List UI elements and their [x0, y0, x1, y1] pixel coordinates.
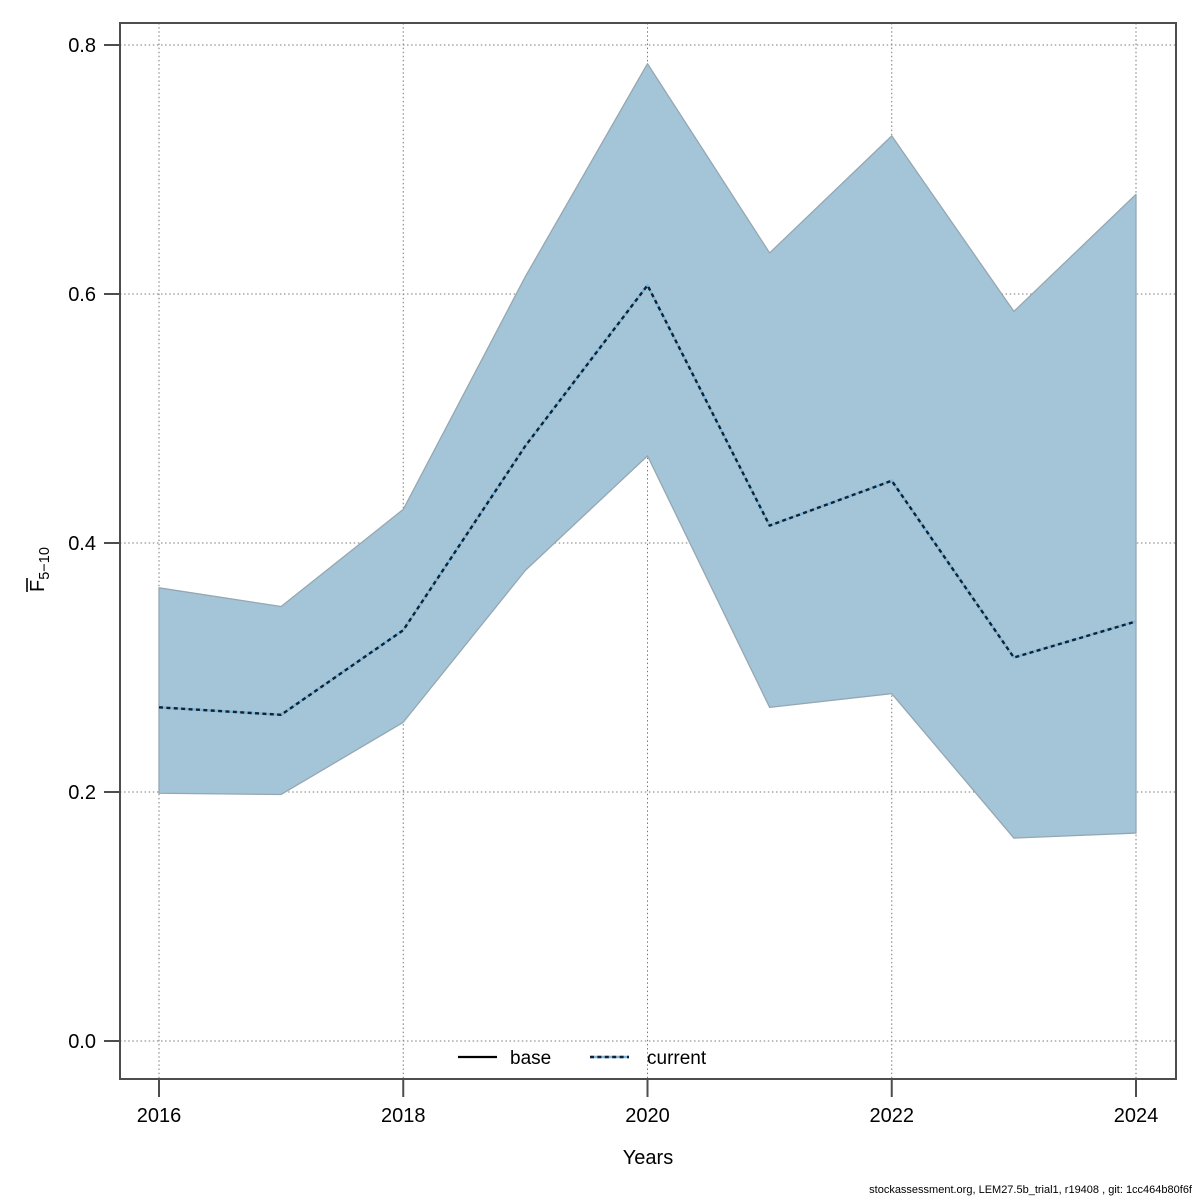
axis-ticks-layer	[104, 44, 1137, 1097]
x-tick-label: 2020	[625, 1105, 670, 1127]
y-axis-title-subscript: 5−10	[37, 547, 53, 580]
x-tick-label: 2018	[381, 1105, 426, 1127]
legend: base current	[458, 1048, 707, 1069]
footer-credit: stockassessment.org, LEM27.5b_trial1, r1…	[869, 1184, 1193, 1196]
current-line	[158, 284, 1137, 717]
x-axis-title: Years	[623, 1147, 673, 1169]
series-lines-layer	[158, 283, 1137, 717]
y-tick-label: 0.0	[68, 1031, 96, 1053]
axis-tick-labels-layer: 0.0 0.2 0.4 0.6 0.8 2016 2018 2020 2022 2024	[68, 35, 1158, 1127]
legend-current-label: current	[647, 1048, 707, 1069]
confidence-band-layer	[158, 63, 1137, 839]
y-tick-label: 0.6	[68, 284, 96, 306]
confidence-band	[158, 63, 1137, 839]
x-tick-label: 2022	[870, 1105, 915, 1127]
svg-text:F5−10: F5−10	[27, 547, 53, 592]
x-tick-label: 2024	[1114, 1105, 1159, 1127]
y-axis-title: F5−10	[26, 547, 53, 592]
x-tick-label: 2016	[137, 1105, 182, 1127]
y-tick-label: 0.4	[68, 533, 96, 555]
legend-base-label: base	[510, 1048, 551, 1069]
y-tick-label: 0.8	[68, 35, 96, 57]
y-axis-title-main: F	[27, 580, 49, 592]
y-tick-label: 0.2	[68, 782, 96, 804]
